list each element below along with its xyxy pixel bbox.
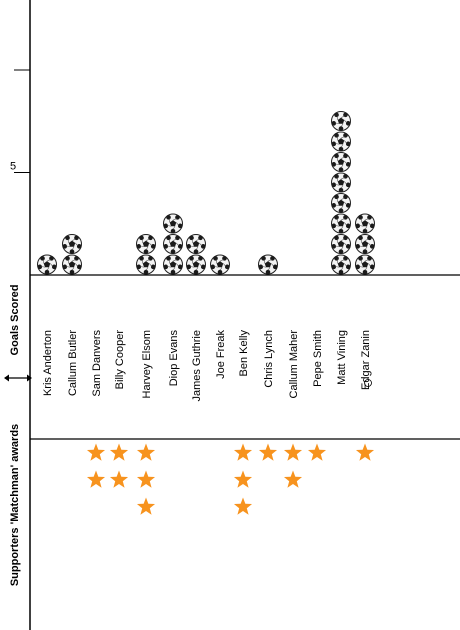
star-icon [136, 497, 156, 515]
player-label: Chris Lynch [263, 330, 275, 388]
player-label: Harvey Elsom [141, 330, 153, 398]
star-icon [109, 443, 129, 461]
star-icon [109, 470, 129, 488]
player-label: Diop Evans [168, 330, 180, 387]
football-icon [186, 234, 206, 254]
star-icon [283, 443, 303, 461]
y-tick-label: 5 [10, 161, 16, 173]
star-icon [233, 443, 253, 461]
player-label: Joe Freak [215, 330, 227, 379]
football-icon [355, 254, 375, 275]
player-label: Matt Vining [336, 330, 348, 385]
football-icon [136, 234, 156, 254]
football-icon [331, 193, 351, 213]
player-label: Billy Cooper [114, 330, 126, 390]
football-icon [37, 254, 57, 275]
football-icon [136, 254, 156, 275]
football-icon [355, 234, 375, 254]
awards-series [86, 443, 375, 515]
star-icon [136, 470, 156, 488]
star-icon [86, 443, 106, 461]
star-icon [355, 443, 375, 461]
football-icon [163, 213, 183, 234]
player-label: Sam Danvers [91, 330, 103, 397]
star-icon [233, 470, 253, 488]
star-icon [307, 443, 327, 461]
football-icon [186, 254, 206, 275]
player-label: James Guthrie [191, 330, 203, 402]
player-label: Pepe Smith [312, 330, 324, 387]
football-icon [331, 152, 351, 172]
star-icon [283, 470, 303, 488]
football-icon [331, 172, 351, 193]
player-label: Kris Anderton [42, 330, 54, 396]
star-icon [86, 470, 106, 488]
y-axis-title-goals: Goals Scored [9, 285, 21, 356]
star-icon [233, 497, 253, 515]
football-icon [331, 111, 351, 131]
star-icon [258, 443, 278, 461]
star-icon [136, 443, 156, 461]
football-icon [258, 254, 278, 275]
football-icon [331, 234, 351, 254]
player-label: Callum Maher [288, 330, 300, 399]
goals-series [37, 111, 375, 275]
football-icon [210, 254, 230, 275]
football-icon [163, 234, 183, 254]
player-label: Callum Butler [67, 330, 79, 396]
player-label: Ben Kelly [238, 330, 250, 377]
football-icon [355, 213, 375, 234]
player-label: Edgar Zanin [360, 330, 372, 390]
player-labels: Kris Anderton Callum Butler Sam Danvers Bil… [42, 330, 372, 402]
copyright-mark-icon [364, 379, 372, 387]
double-arrow-icon [4, 374, 32, 382]
football-icon [62, 254, 82, 275]
football-icon [62, 234, 82, 254]
football-icon [331, 213, 351, 234]
y-axis-title-awards: Supporters 'Matchman' awards [9, 424, 21, 586]
y-ticks: 5 [10, 69, 30, 173]
football-icon [331, 131, 351, 152]
football-icon [163, 254, 183, 275]
football-icon [331, 254, 351, 275]
